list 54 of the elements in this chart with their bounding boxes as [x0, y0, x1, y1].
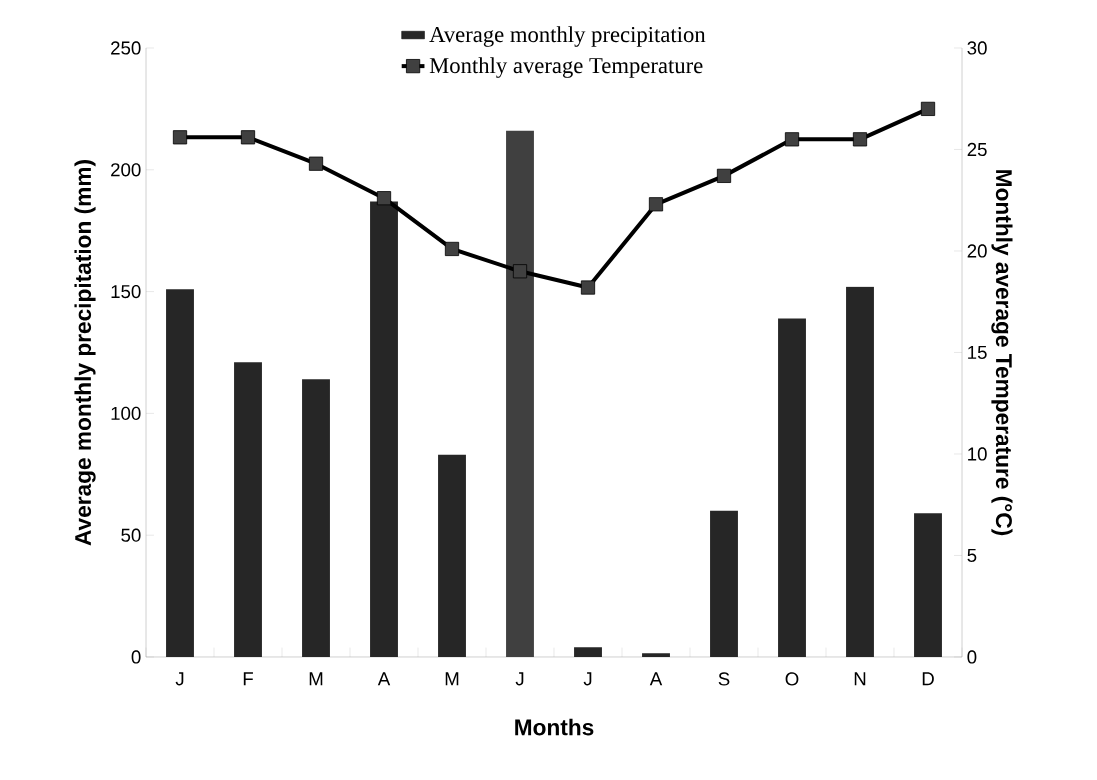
point — [240, 130, 256, 145]
y-tick-label: 0 — [131, 650, 141, 664]
legend-label: Average monthly precipitation — [429, 26, 706, 47]
x-tick-label: J — [175, 672, 184, 686]
bar — [166, 289, 194, 657]
point — [580, 280, 596, 295]
bar — [642, 653, 670, 657]
point — [444, 241, 460, 257]
y2-tick-label: 15 — [968, 345, 987, 359]
y2-axis-title: Monthly average Temperature (°C) — [991, 170, 1013, 536]
y-tick-label: 200 — [111, 163, 141, 177]
y-tick-label: 250 — [111, 41, 141, 55]
x-tick-label: F — [243, 672, 253, 686]
bar — [506, 130, 534, 657]
y-axis-title: Average monthly precipitation (mm) — [74, 160, 96, 546]
y2-tick-label: 10 — [968, 447, 987, 461]
point — [852, 132, 868, 147]
point — [920, 101, 936, 116]
point — [172, 130, 188, 145]
bar — [710, 510, 738, 657]
y2-tick-label: 0 — [967, 650, 977, 664]
legend-label: Monthly average Temperature — [429, 57, 703, 78]
bar — [234, 362, 262, 657]
point — [308, 156, 324, 171]
x-tick-label: A — [649, 672, 663, 686]
x-tick-label: J — [583, 672, 592, 686]
x-axis-title: Months — [515, 718, 594, 736]
y-tick-label: 150 — [111, 284, 141, 299]
bar — [914, 513, 942, 657]
x-tick-label: J — [515, 672, 524, 686]
point — [512, 264, 528, 279]
bar — [370, 201, 398, 657]
x-tick-label: M — [445, 672, 459, 686]
x-tick-label: M — [309, 672, 323, 686]
bar — [438, 454, 466, 657]
point — [376, 191, 392, 206]
point — [784, 132, 800, 147]
bar — [778, 318, 806, 657]
bar — [574, 647, 602, 657]
y2-tick-label: 5 — [967, 548, 977, 562]
x-tick-label: S — [718, 672, 730, 686]
y2-tick-label: 25 — [967, 142, 987, 157]
x-tick-label: D — [922, 672, 934, 686]
bar — [846, 286, 874, 657]
y-tick-label: 50 — [121, 528, 141, 542]
point — [648, 197, 664, 212]
point — [716, 168, 732, 183]
bar — [302, 379, 330, 657]
x-tick-label: O — [785, 672, 799, 686]
x-tick-label: N — [854, 672, 866, 686]
y2-tick-label: 20 — [967, 244, 987, 258]
x-tick-label: A — [377, 672, 391, 686]
y2-tick-label: 30 — [967, 41, 987, 55]
y-tick-label: 100 — [111, 406, 141, 420]
